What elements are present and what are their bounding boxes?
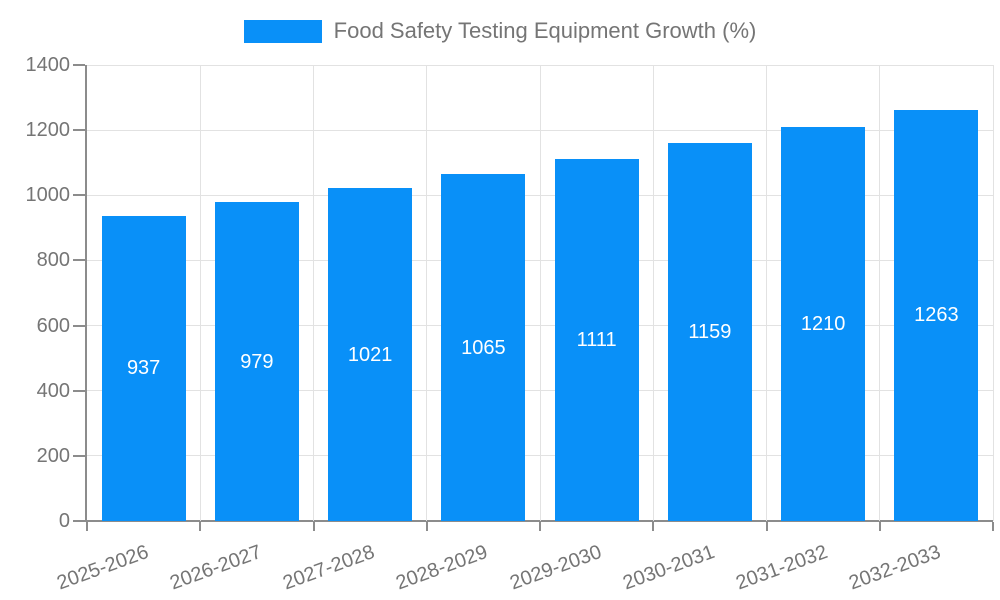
y-tick-mark <box>73 520 85 522</box>
bar-value-label: 979 <box>240 350 274 373</box>
y-tick-mark <box>73 129 85 132</box>
bar <box>214 202 299 521</box>
x-tick-mark <box>992 522 994 531</box>
y-tick-mark <box>73 64 85 66</box>
bar-value-label: 1159 <box>688 321 732 344</box>
bar <box>554 159 639 521</box>
bar <box>781 126 866 521</box>
x-tick-mark <box>539 522 541 531</box>
y-tick-label: 800 <box>36 249 70 272</box>
y-tick-label: 200 <box>36 444 70 467</box>
y-tick-label: 0 <box>58 510 70 532</box>
x-tick-mark <box>652 522 655 531</box>
bar <box>441 174 526 521</box>
y-tick-mark <box>73 259 85 262</box>
y-tick-mark <box>73 194 85 197</box>
bar <box>667 143 752 521</box>
legend-title: Food Safety Testing Equipment Growth (%) <box>333 18 757 43</box>
bar-value-label: 1111 <box>576 329 617 352</box>
legend-swatch <box>243 19 322 43</box>
v-gridline <box>879 65 881 521</box>
bar-value-label: 1065 <box>461 336 506 359</box>
v-gridline <box>313 65 314 521</box>
bar-value-label: 937 <box>126 357 161 380</box>
v-gridline <box>539 65 541 521</box>
v-gridline <box>652 65 654 521</box>
x-tick-mark <box>878 522 881 531</box>
y-tick-mark <box>73 454 85 457</box>
v-gridline <box>426 65 428 521</box>
y-tick-mark <box>73 389 85 392</box>
v-gridline <box>992 65 994 521</box>
x-axis-line <box>79 520 993 522</box>
x-tick-mark <box>312 522 315 531</box>
y-axis-line <box>85 65 87 522</box>
y-tick-label: 600 <box>36 314 70 337</box>
y-tick-label: 1000 <box>25 184 71 207</box>
bar-value-label: 1263 <box>914 304 959 327</box>
x-tick-mark <box>199 522 202 531</box>
legend[interactable]: Food Safety Testing Equipment Growth (%) <box>0 14 1000 48</box>
y-tick-mark <box>73 324 85 327</box>
y-tick-label: 400 <box>36 379 70 402</box>
v-gridline <box>766 65 767 521</box>
bar-value-label: 1210 <box>800 312 846 335</box>
y-tick-label: 1200 <box>25 119 71 142</box>
bar <box>101 215 186 521</box>
bar-value-label: 1021 <box>347 343 393 366</box>
bar <box>894 109 979 521</box>
v-gridline <box>199 65 201 521</box>
x-tick-mark <box>425 522 428 531</box>
x-tick-mark <box>86 522 88 531</box>
bar <box>328 188 413 521</box>
y-tick-label: 1400 <box>25 54 71 76</box>
x-tick-mark <box>765 522 768 531</box>
